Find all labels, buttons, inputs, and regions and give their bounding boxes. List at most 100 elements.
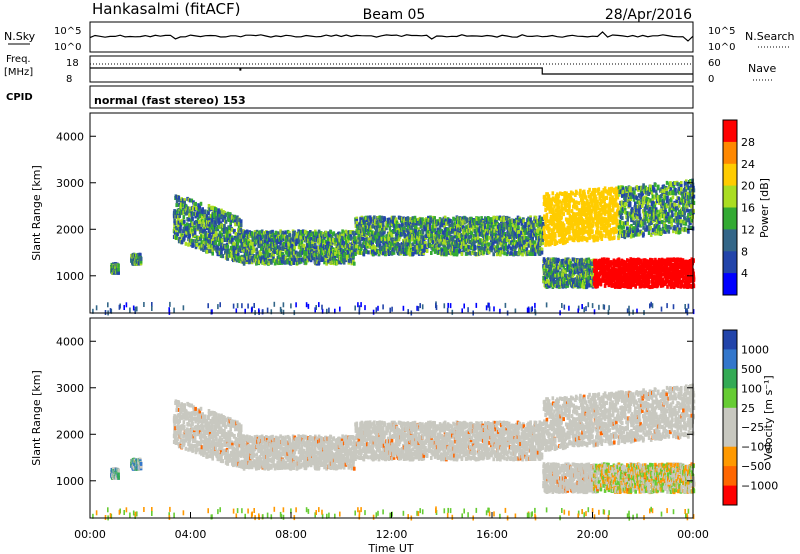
power-cell [533, 252, 537, 256]
power-cell [188, 213, 191, 218]
power-cell [268, 237, 272, 242]
power-cell [173, 228, 176, 233]
power-cell [483, 222, 487, 227]
power-cell [229, 248, 233, 253]
power-cell [216, 227, 220, 232]
power-cell [255, 251, 259, 256]
noise-series [89, 31, 694, 42]
power-cell [594, 189, 597, 194]
power-cell [195, 206, 198, 211]
power-cell [286, 249, 289, 254]
power-cell [201, 215, 204, 220]
power-cell [204, 232, 208, 237]
power-cell [283, 234, 287, 239]
power-cell [189, 229, 193, 234]
power-cell [233, 228, 236, 233]
noise-tick-left-high: 10^5 [54, 26, 81, 37]
power-cell [195, 242, 199, 247]
power-cell [255, 256, 258, 261]
freq-tick-high: 18 [66, 58, 79, 69]
power-cell [205, 242, 208, 247]
power-cell [226, 211, 230, 216]
power-cell [269, 230, 273, 235]
power-cell [237, 224, 241, 229]
power-cell [219, 230, 222, 235]
power-cell [211, 251, 214, 256]
power-cell [173, 223, 176, 228]
power-cell [285, 237, 289, 242]
power-cell [213, 214, 216, 219]
power-cell [193, 204, 196, 209]
power-cell [346, 250, 350, 255]
power-cell [188, 198, 192, 203]
power-cell [218, 212, 222, 217]
power-cell [234, 255, 238, 259]
power-cell [272, 252, 276, 257]
power-cell [286, 234, 289, 239]
power-cell [177, 198, 180, 202]
power-cell [216, 249, 219, 254]
power-cell [591, 223, 595, 228]
power-cell [278, 247, 281, 252]
power-cell [245, 260, 248, 264]
power-cell [224, 212, 227, 217]
power-cell [180, 202, 183, 207]
power-cell [600, 212, 603, 217]
power-cell [220, 247, 224, 252]
power-cell [203, 209, 207, 214]
power-cell [239, 259, 243, 264]
power-cell [180, 204, 183, 209]
power-cell [284, 230, 287, 235]
power-cell [243, 242, 246, 247]
power-cell [414, 225, 418, 230]
power-cell [192, 232, 195, 237]
date-title: 28/Apr/2016 [605, 7, 692, 23]
power-cell [265, 239, 269, 244]
power-cell [193, 230, 197, 235]
power-cell [188, 206, 192, 211]
power-cell [230, 218, 233, 223]
power-cell [207, 222, 210, 227]
power-cell [220, 251, 223, 256]
power-cell [177, 195, 181, 200]
power-cell [202, 248, 205, 252]
power-cell [215, 232, 218, 237]
power-cell [265, 233, 269, 237]
power-cell [408, 239, 411, 244]
power-cell [277, 231, 280, 236]
power-cell [188, 217, 191, 222]
power-cell [252, 248, 256, 253]
power-cell [231, 227, 234, 232]
power-cell [460, 252, 464, 256]
power-cell [224, 219, 228, 224]
power-cell [224, 230, 227, 235]
power-cell [175, 211, 179, 216]
power-cell [271, 229, 274, 234]
power-cell [207, 211, 210, 215]
power-cell [589, 234, 592, 239]
nsearch-label: N.Search [745, 30, 795, 43]
power-cell [245, 229, 249, 234]
power-cell [202, 220, 205, 225]
power-cell [198, 211, 202, 216]
power-cell [367, 250, 370, 255]
power-cell [200, 234, 203, 239]
power-cell [253, 230, 257, 235]
beam-title: Beam 05 [363, 7, 426, 23]
power-cell [232, 218, 235, 223]
power-cell [551, 191, 555, 196]
power-cell [181, 203, 185, 208]
power-cell [172, 214, 176, 219]
power-cell [412, 251, 415, 256]
power-cell [257, 260, 261, 264]
power-cell [202, 234, 205, 239]
power-cell [274, 234, 277, 239]
power-cell [383, 217, 387, 222]
power-cell [314, 242, 317, 247]
power-cell [201, 217, 204, 222]
power-cell [234, 252, 238, 257]
freq-label-line1: Freq. [6, 54, 31, 65]
power-cell [554, 233, 557, 238]
power-cell [258, 243, 262, 248]
